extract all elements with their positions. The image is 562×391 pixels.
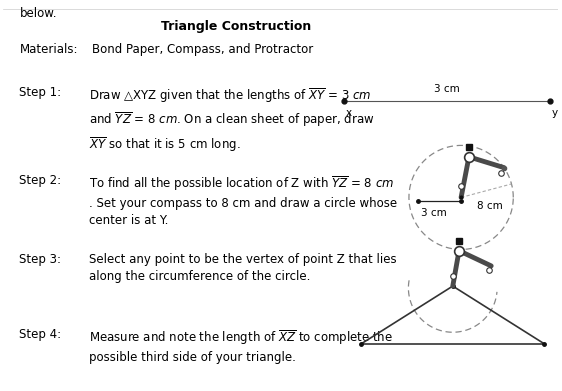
Text: 8 cm: 8 cm — [477, 201, 502, 211]
Text: Step 1:: Step 1: — [20, 86, 62, 99]
Text: Step 4:: Step 4: — [20, 328, 62, 341]
Text: Materials:: Materials: — [20, 43, 78, 56]
Text: y: y — [552, 108, 558, 118]
Text: To find all the possible location of Z with $\overline{YZ}$ = 8 $cm$
. Set your : To find all the possible location of Z w… — [89, 174, 397, 227]
Text: Measure and note the length of $\overline{XZ}$ to complete the
possible third si: Measure and note the length of $\overlin… — [89, 328, 393, 364]
Text: Step 3:: Step 3: — [20, 253, 61, 266]
Text: Triangle Construction: Triangle Construction — [161, 20, 311, 33]
Text: x: x — [346, 108, 352, 118]
Text: 3 cm: 3 cm — [434, 84, 460, 94]
Text: Bond Paper, Compass, and Protractor: Bond Paper, Compass, and Protractor — [92, 43, 313, 56]
Text: Select any point to be the vertex of point Z that lies
along the circumference o: Select any point to be the vertex of poi… — [89, 253, 397, 283]
Text: Draw △XYZ given that the lengths of $\overline{XY}$ = 3 $cm$
and $\overline{YZ}$: Draw △XYZ given that the lengths of $\ov… — [89, 86, 374, 154]
Text: Step 2:: Step 2: — [20, 174, 62, 187]
Text: below.: below. — [20, 7, 57, 20]
Text: 3 cm: 3 cm — [421, 208, 447, 218]
